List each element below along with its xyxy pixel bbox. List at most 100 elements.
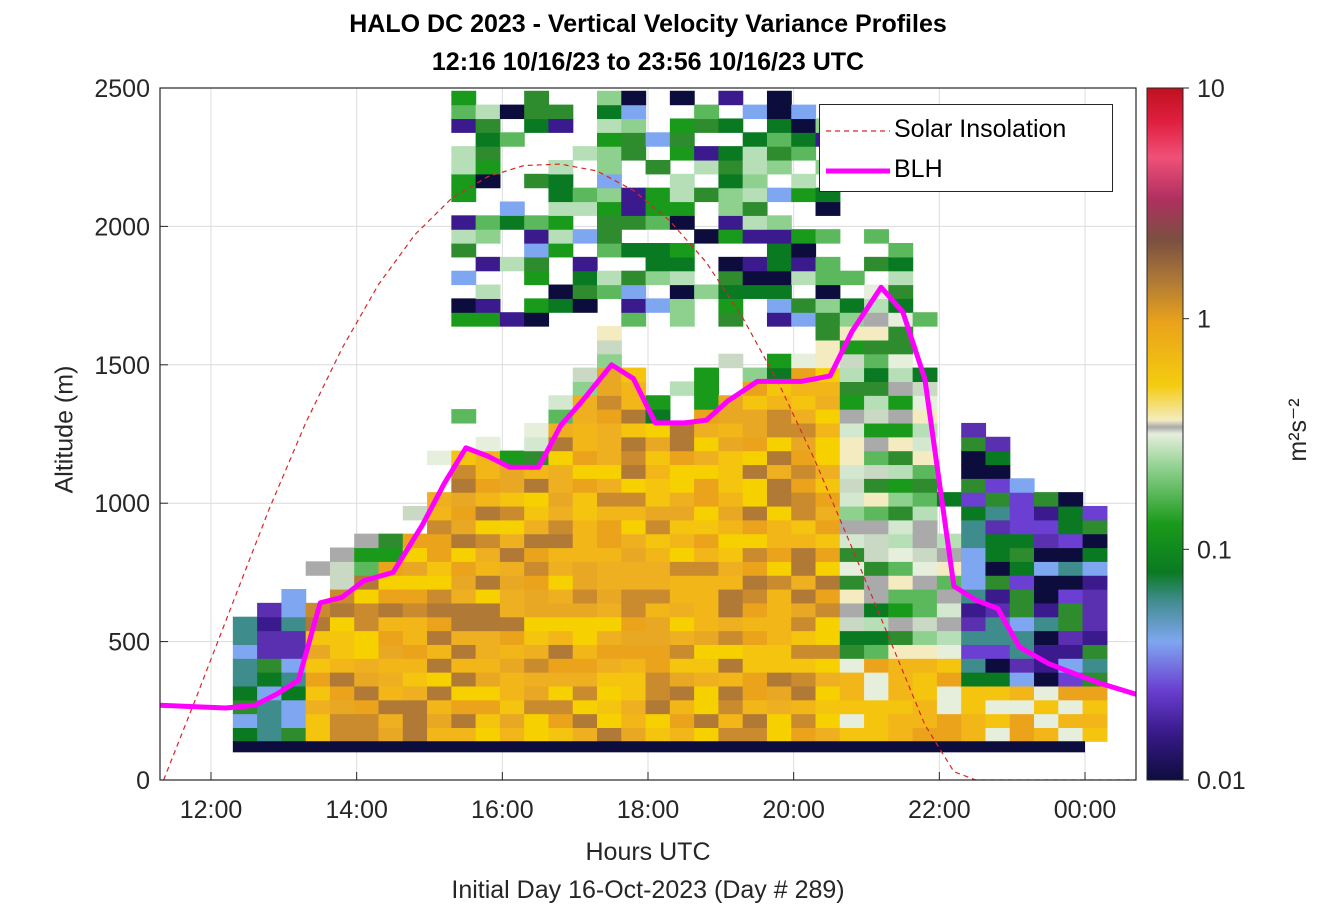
heatmap-cell [427, 685, 452, 701]
heatmap-cell [694, 630, 720, 645]
heatmap-cell [839, 422, 865, 438]
heatmap-cell [766, 270, 792, 286]
heatmap-cell [864, 727, 889, 742]
heatmap-cell [645, 630, 671, 645]
heatmap-cell [864, 699, 889, 715]
heatmap-cell [839, 450, 865, 466]
heatmap-cell [548, 450, 574, 466]
heatmap-cell [621, 561, 647, 576]
heatmap-cell [1009, 699, 1035, 715]
heatmap-cell [329, 644, 355, 659]
heatmap-cell [985, 658, 1011, 673]
heatmap-cell [597, 173, 622, 189]
heatmap-cell [354, 672, 380, 687]
heatmap-cell [669, 630, 695, 645]
heatmap-cell [402, 561, 428, 576]
heatmap-cell [961, 450, 987, 466]
heatmap-cell [451, 173, 477, 189]
heatmap-cell [742, 173, 768, 189]
heatmap-cell [475, 616, 501, 632]
heatmap-cell [621, 409, 647, 424]
heatmap-cell [766, 436, 792, 452]
heatmap-cell [621, 533, 647, 549]
heatmap-cell [645, 132, 671, 147]
heatmap-cell [912, 713, 938, 729]
heatmap-cell [742, 602, 768, 618]
heatmap-cell [378, 699, 404, 715]
heatmap-cell [864, 339, 889, 355]
heatmap-cell [257, 713, 282, 729]
heatmap-cell [1058, 685, 1084, 701]
heatmap-cell [815, 284, 841, 299]
heatmap-cell [864, 422, 889, 438]
heatmap-cell [839, 381, 865, 396]
heatmap-cell [815, 381, 841, 396]
heatmap-cell [718, 215, 744, 230]
heatmap-cell [815, 326, 841, 341]
heatmap-cell [694, 547, 720, 562]
heatmap-cell [766, 672, 792, 687]
heatmap-cell [524, 215, 550, 230]
heatmap-cell [766, 644, 792, 659]
heatmap-cell [645, 644, 671, 659]
heatmap-cell [402, 685, 428, 701]
heatmap-cell [621, 672, 647, 687]
heatmap-cell [766, 589, 792, 604]
heatmap-cell [669, 173, 695, 189]
heatmap-cell [742, 658, 768, 673]
heatmap-cell [354, 616, 380, 632]
heatmap-cell [499, 630, 525, 645]
heatmap-cell [742, 409, 768, 424]
heatmap-cell [548, 685, 574, 701]
heatmap-cell [451, 685, 477, 701]
heatmap-cell [524, 492, 550, 507]
heatmap-cell [232, 713, 258, 729]
heatmap-cell [912, 312, 938, 327]
heatmap-cell [378, 589, 404, 604]
heatmap-cell [718, 422, 744, 438]
heatmap-cell [572, 519, 598, 535]
chart-title: HALO DC 2023 - Vertical Velocity Varianc… [349, 10, 947, 38]
x-tick-label: 12:00 [180, 796, 243, 824]
heatmap-cell [499, 104, 525, 120]
heatmap-cell [839, 533, 865, 549]
heatmap-cell [718, 159, 744, 175]
heatmap-cell [669, 478, 695, 493]
heatmap-cell [791, 589, 817, 604]
heatmap-cell [791, 547, 817, 562]
heatmap-cell [451, 672, 477, 687]
heatmap-cell [815, 727, 841, 742]
heatmap-cell [718, 270, 744, 286]
heatmap-cell [257, 727, 282, 742]
heatmap-cell [451, 727, 477, 742]
heatmap-cell [718, 533, 744, 549]
heatmap-cell [766, 381, 792, 396]
heatmap-cell [548, 478, 574, 493]
heatmap-cell [912, 519, 938, 535]
heatmap-cell [694, 422, 720, 438]
heatmap-cell [912, 630, 938, 645]
heatmap-cell [864, 519, 889, 535]
heatmap-cell [694, 381, 720, 396]
heatmap-cell [597, 326, 622, 341]
series-lines [160, 163, 1136, 780]
heatmap-cell [1034, 616, 1059, 632]
heatmap-cell [597, 284, 622, 299]
heatmap-cell [597, 616, 622, 632]
heatmap-cell [839, 727, 865, 742]
heatmap-cell [815, 533, 841, 549]
heatmap-cell [621, 146, 647, 161]
heatmap-cell [1058, 547, 1084, 562]
heatmap-cell [572, 422, 598, 438]
heatmap-cell [839, 367, 865, 383]
heatmap-cell [597, 658, 622, 673]
heatmap-cell [961, 658, 987, 673]
heatmap-cell [281, 644, 307, 659]
heatmap-cell [1009, 519, 1035, 535]
heatmap-cell [888, 547, 914, 562]
heatmap-cell [621, 505, 647, 521]
heatmap-cell [475, 672, 501, 687]
heatmap-cell [912, 658, 938, 673]
heatmap-cell [451, 90, 477, 106]
heatmap-cell [572, 436, 598, 452]
